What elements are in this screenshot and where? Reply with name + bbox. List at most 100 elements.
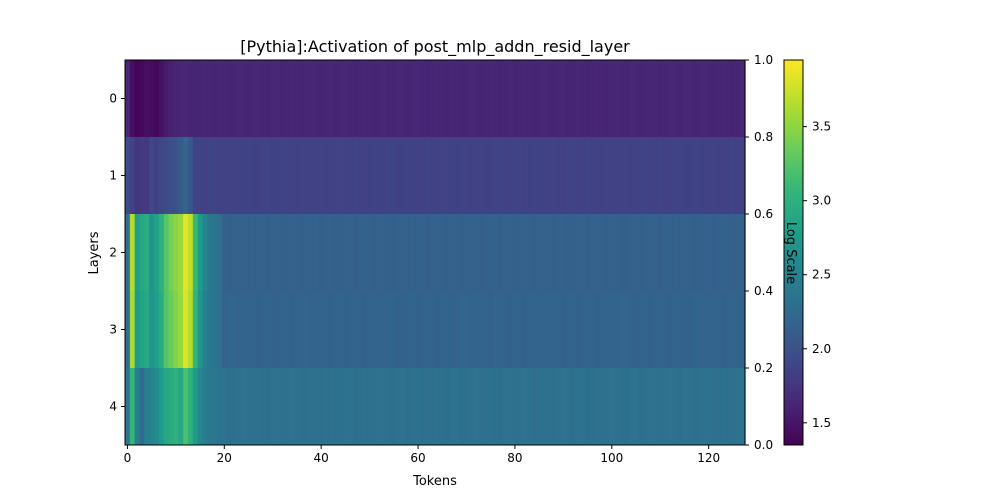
heatmap-cell xyxy=(464,291,470,369)
heatmap-cell xyxy=(531,137,538,215)
heatmap-cell xyxy=(386,60,392,138)
heatmap-cell xyxy=(362,291,368,369)
heatmap-cell xyxy=(672,137,678,215)
heatmap-cell xyxy=(633,137,640,215)
heatmap-cell xyxy=(609,368,615,446)
heatmap-cell xyxy=(735,368,741,446)
heatmap-cell xyxy=(638,291,644,369)
heatmap-cell xyxy=(333,137,339,215)
colorbar-tick-label: 1.5 xyxy=(812,416,831,430)
heatmap-cell xyxy=(241,368,247,446)
heatmap-cell xyxy=(565,214,572,292)
y-axis-ticks: 0 1 2 3 4 xyxy=(109,92,125,414)
heatmap-cell xyxy=(657,60,664,138)
heatmap-cell xyxy=(221,291,228,369)
heatmap-cell xyxy=(197,214,204,292)
heatmap-cell xyxy=(648,291,654,369)
y-tick-label: 4 xyxy=(109,400,117,414)
heatmap-cell xyxy=(372,291,378,369)
heatmap-cell xyxy=(464,368,470,446)
heatmap-cell xyxy=(682,291,688,369)
heatmap-cell xyxy=(197,60,204,138)
heatmap-cell xyxy=(551,137,557,215)
heatmap-cell xyxy=(318,214,325,292)
heatmap-cell xyxy=(507,368,514,446)
heatmap-cell xyxy=(715,137,722,215)
heatmap-cell xyxy=(570,368,577,446)
x-axis-ticks: 0 20 40 60 80 100 120 xyxy=(124,445,720,465)
heatmap-cell xyxy=(347,60,354,138)
heatmap-cell xyxy=(246,214,252,292)
heatmap-cell xyxy=(275,60,281,138)
heatmap-cell xyxy=(677,368,683,446)
heatmap-cell xyxy=(527,368,533,446)
heatmap-cell xyxy=(473,214,480,292)
heatmap-cell xyxy=(541,60,547,138)
heatmap-cell xyxy=(725,137,732,215)
colorbar-tick-label: 2.5 xyxy=(812,268,831,282)
heatmap-cell xyxy=(585,137,591,215)
heatmap-cell xyxy=(735,60,741,138)
heatmap-cell xyxy=(275,137,281,215)
heatmap-cell xyxy=(633,368,640,446)
heatmap-cell xyxy=(231,368,237,446)
heatmap-cell xyxy=(367,60,373,138)
heatmap-cell xyxy=(730,291,736,369)
heatmap-cell xyxy=(372,60,378,138)
heatmap-cell xyxy=(367,368,373,446)
heatmap-cell xyxy=(706,60,712,138)
heatmap-cell xyxy=(134,60,141,138)
heatmap-cell xyxy=(575,60,581,138)
heatmap-cell xyxy=(304,60,310,138)
heatmap-cell xyxy=(347,291,354,369)
heatmap-cell xyxy=(711,137,717,215)
heatmap-cell xyxy=(275,291,281,369)
heatmap-cell xyxy=(425,291,431,369)
right-tick-label: 0.4 xyxy=(754,284,773,298)
heatmap-cell xyxy=(221,368,228,446)
heatmap-cell xyxy=(173,137,179,215)
heatmap-cell xyxy=(686,214,693,292)
heatmap-cell xyxy=(255,368,262,446)
heatmap-cell xyxy=(667,137,673,215)
heatmap-cell xyxy=(590,291,596,369)
heatmap-cell xyxy=(289,291,296,369)
heatmap-cell xyxy=(134,214,141,292)
heatmap-cell xyxy=(696,214,702,292)
heatmap-cell xyxy=(672,60,678,138)
heatmap-cell xyxy=(643,60,649,138)
heatmap-cell xyxy=(284,291,291,369)
heatmap-cell xyxy=(715,60,722,138)
heatmap-cell xyxy=(730,60,736,138)
heatmap-cell xyxy=(623,368,630,446)
heatmap-cell xyxy=(270,368,276,446)
heatmap-cell xyxy=(250,214,257,292)
heatmap-cell xyxy=(183,137,189,215)
heatmap-cell xyxy=(352,368,359,446)
heatmap-cell xyxy=(478,214,485,292)
heatmap-cell xyxy=(435,368,441,446)
heatmap-cell xyxy=(531,214,538,292)
heatmap-cell xyxy=(701,368,707,446)
heatmap-cell xyxy=(725,368,732,446)
heatmap-cell xyxy=(541,291,547,369)
heatmap-cell xyxy=(439,214,446,292)
heatmap-cell xyxy=(468,291,475,369)
heatmap-cell xyxy=(502,368,509,446)
heatmap-cell xyxy=(309,137,315,215)
heatmap-cell xyxy=(328,214,334,292)
heatmap-cell xyxy=(294,291,300,369)
heatmap-cell xyxy=(226,60,233,138)
heatmap-cell xyxy=(740,214,746,292)
heatmap-cell xyxy=(280,291,286,369)
heatmap-cell xyxy=(720,368,727,446)
heatmap-cell xyxy=(546,368,552,446)
heatmap-cell xyxy=(313,214,320,292)
heatmap-cell xyxy=(144,60,150,138)
heatmap-cell xyxy=(517,214,523,292)
heatmap-cell xyxy=(512,291,518,369)
heatmap-cell xyxy=(129,291,136,369)
heatmap-cell xyxy=(522,60,528,138)
heatmap-cell xyxy=(444,291,451,369)
